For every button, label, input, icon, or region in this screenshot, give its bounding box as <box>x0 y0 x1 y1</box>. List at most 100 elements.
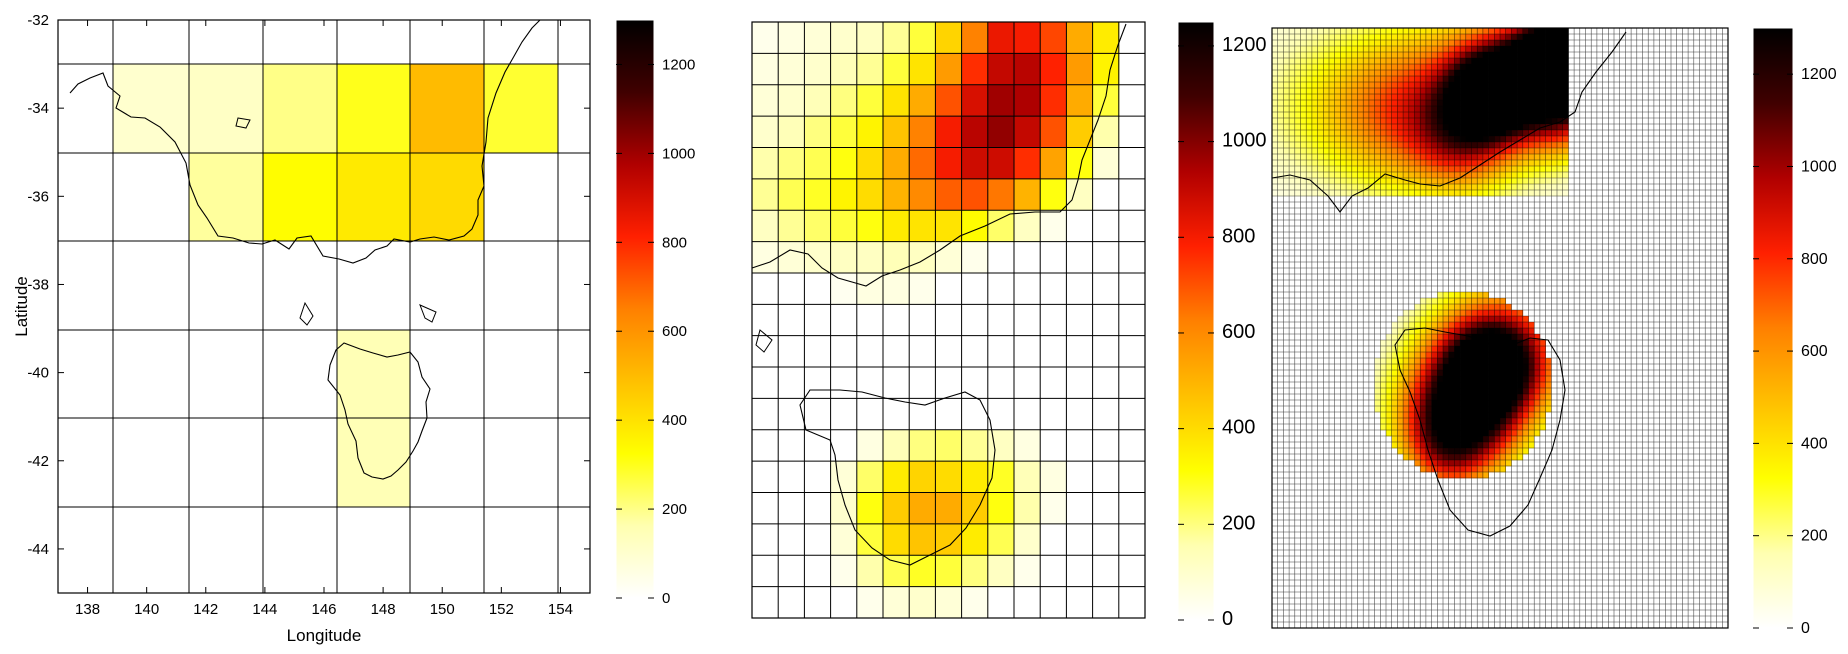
heatmap-cell <box>1092 22 1120 54</box>
heatmap-cell <box>1528 118 1535 125</box>
heatmap-cell <box>1545 172 1552 179</box>
heatmap-cell <box>1414 412 1421 419</box>
heatmap-cell <box>1437 334 1444 341</box>
heatmap-cell <box>1397 442 1404 449</box>
heatmap-cell <box>1408 424 1415 431</box>
heatmap-cell <box>935 178 963 211</box>
heatmap-cell <box>1425 394 1432 401</box>
heatmap-cell <box>1511 64 1518 71</box>
heatmap-cell <box>1539 166 1546 173</box>
heatmap-cell <box>1488 304 1495 311</box>
heatmap-cell <box>1534 190 1541 197</box>
heatmap-cell <box>883 429 910 462</box>
heatmap-cell <box>1408 358 1415 365</box>
heatmap-cell <box>1425 328 1432 335</box>
heatmap-cell <box>1380 82 1387 89</box>
heatmap-cell <box>1539 154 1546 161</box>
heatmap-cell <box>1431 376 1438 383</box>
heatmap-cell <box>1505 376 1512 383</box>
heatmap-cell <box>935 53 963 86</box>
heatmap-cell <box>1511 406 1518 413</box>
heatmap-cell <box>1545 76 1552 83</box>
heatmap-cell <box>1300 106 1307 113</box>
heatmap-cell <box>1437 352 1444 359</box>
heatmap-cell <box>1363 76 1370 83</box>
heatmap-cell <box>1408 136 1415 143</box>
heatmap-cell <box>1425 436 1432 443</box>
heatmap-cell <box>1454 472 1461 479</box>
heatmap-cell <box>1294 136 1301 143</box>
heatmap-cell <box>1340 94 1347 101</box>
heatmap-cell <box>1511 160 1518 167</box>
heatmap-cell <box>1539 370 1546 377</box>
heatmap-cell <box>1277 112 1284 119</box>
heatmap-cell <box>1368 64 1375 71</box>
heatmap-cell <box>1414 100 1421 107</box>
heatmap-cell <box>830 523 858 556</box>
heatmap-cell <box>1505 454 1512 461</box>
heatmap-cell <box>1539 394 1546 401</box>
heatmap-cell <box>1357 76 1364 83</box>
heatmap-cell <box>1443 136 1449 143</box>
heatmap-cell <box>1425 412 1432 419</box>
heatmap-cell <box>1374 394 1381 401</box>
heatmap-cell <box>1482 160 1489 167</box>
plot-frame <box>751 21 1146 619</box>
heatmap-cell <box>1323 70 1330 77</box>
heatmap-cell <box>1329 64 1335 71</box>
heatmap-cell <box>1539 160 1546 167</box>
heatmap-cell <box>1488 466 1495 473</box>
heatmap-cell <box>1494 178 1501 185</box>
heatmap-cell <box>1517 352 1524 359</box>
heatmap-cell <box>1403 394 1410 401</box>
heatmap-cell <box>1522 136 1529 143</box>
heatmap-cell <box>1505 100 1512 107</box>
heatmap-cell <box>1477 442 1484 449</box>
heatmap-cell <box>1471 130 1478 137</box>
heatmap-cell <box>1482 70 1489 77</box>
heatmap-cell <box>1357 82 1364 89</box>
heatmap-cell <box>1494 358 1501 365</box>
heatmap-cell <box>1306 52 1313 59</box>
heatmap-cell <box>1351 130 1358 137</box>
heatmap-cell <box>1403 400 1410 407</box>
heatmap-cell <box>1283 136 1290 143</box>
heatmap-cell <box>1300 124 1307 131</box>
heatmap-cell <box>1363 124 1370 131</box>
heatmap-cell <box>1408 436 1415 443</box>
heatmap-cell <box>1380 418 1387 425</box>
heatmap-cell <box>1448 400 1455 407</box>
heatmap-cell <box>1494 100 1501 107</box>
heatmap-cell <box>1539 28 1546 35</box>
heatmap-cell <box>1465 100 1472 107</box>
heatmap-cell <box>1534 130 1541 137</box>
heatmap-cell <box>1329 124 1335 131</box>
heatmap-cell <box>1066 53 1094 86</box>
heatmap-cell <box>1511 448 1518 455</box>
heatmap-cell <box>1386 34 1392 41</box>
heatmap-cell <box>1471 154 1478 161</box>
heatmap-cell <box>1294 154 1301 161</box>
heatmap-cell <box>1329 166 1335 173</box>
heatmap-cell <box>1317 88 1324 95</box>
heatmap-cell <box>1471 310 1478 317</box>
heatmap-cell <box>1500 370 1506 377</box>
heatmap-cell <box>1386 136 1392 143</box>
heatmap-cell <box>1323 100 1330 107</box>
heatmap-cell <box>1448 436 1455 443</box>
heatmap-cell <box>1551 34 1558 41</box>
heatmap-cell <box>1386 58 1392 65</box>
x-tick-label: 148 <box>371 601 396 618</box>
heatmap-cell <box>1437 412 1444 419</box>
heatmap-cell <box>1505 304 1512 311</box>
heatmap-cell <box>1397 340 1404 347</box>
heatmap-cell <box>1437 160 1444 167</box>
heatmap-cell <box>1488 178 1495 185</box>
heatmap-cell <box>1505 154 1512 161</box>
heatmap-cell <box>1408 370 1415 377</box>
heatmap-cell <box>1431 172 1438 179</box>
heatmap-cell <box>1500 298 1506 305</box>
heatmap-cell <box>1414 64 1421 71</box>
heatmap-cell <box>1340 76 1347 83</box>
heatmap-cell <box>1557 106 1563 113</box>
